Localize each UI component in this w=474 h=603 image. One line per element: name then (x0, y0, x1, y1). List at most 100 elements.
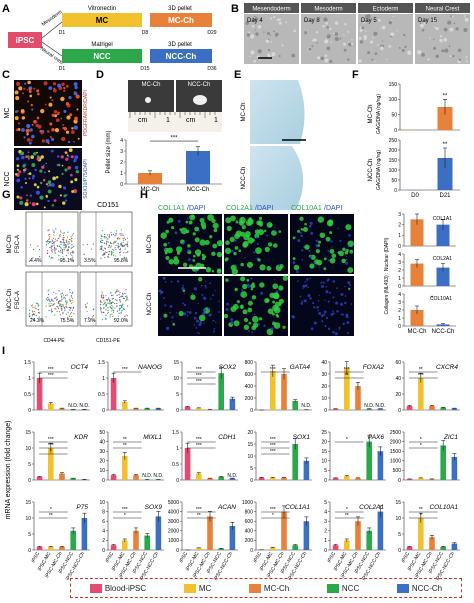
event-dot (127, 241, 129, 243)
event-dot (123, 308, 125, 311)
nucleus-signal (347, 245, 350, 247)
collagen-signal (234, 287, 238, 292)
nucleus-signal (159, 293, 161, 295)
bar (366, 441, 372, 480)
event-dot (92, 316, 94, 318)
x-tick-label: MC-Ch (408, 329, 427, 335)
cell-speck (365, 14, 369, 19)
y-tick-label: 0 (324, 478, 327, 484)
event-dot (105, 309, 107, 311)
collagen-signal (292, 257, 296, 261)
vitronectin-label: Vitronectin (88, 6, 116, 12)
event-dot (38, 319, 40, 321)
collagen-signal (317, 216, 325, 223)
h-row1: MC-Ch (147, 235, 153, 254)
mc-cell (17, 122, 21, 125)
bar (36, 546, 43, 550)
bar (122, 402, 128, 410)
bar (196, 548, 202, 550)
collagen-signal (329, 248, 335, 254)
panel-i-label: I (2, 345, 5, 357)
y-tick-label: 3 (324, 519, 327, 525)
cell-speck (374, 61, 376, 63)
y-tick-label: 50 (391, 112, 397, 118)
mc-cell (27, 100, 30, 103)
nucleus-signal (160, 290, 164, 294)
event-dot (100, 300, 102, 302)
collagen-signal (198, 314, 206, 322)
ncc-cell (21, 155, 25, 160)
mc-cell (26, 88, 29, 91)
mc-cell (51, 99, 54, 102)
event-dot (46, 241, 48, 243)
nucleus-signal (244, 256, 246, 259)
nucleus-signal (273, 278, 276, 281)
collagen-signal (205, 266, 212, 273)
legend-swatch (183, 583, 196, 593)
event-dot (67, 252, 69, 254)
event-dot (100, 306, 102, 309)
collagen-signal (349, 249, 354, 254)
nucleus-signal (193, 324, 196, 326)
mc-cell (66, 115, 71, 120)
nucleus-signal (213, 328, 216, 330)
nucleus-signal (313, 321, 317, 325)
event-dot (38, 248, 40, 251)
collagen-signal (275, 264, 283, 272)
sig-mark: *** (170, 136, 178, 142)
event-dot (31, 304, 34, 306)
y-tick-label: 40 (99, 439, 105, 445)
y-tick-label: 0 (250, 408, 253, 414)
collagen-signal (267, 308, 274, 315)
nucleus-signal (234, 239, 237, 242)
collagen-signal (325, 236, 331, 242)
event-dot (58, 301, 60, 303)
nucleus-signal (281, 264, 284, 267)
event-dot (126, 305, 129, 307)
nucleus-signal (260, 291, 264, 295)
phase-header-bg (301, 3, 356, 13)
cell-speck (358, 37, 362, 40)
event-dot (71, 254, 73, 256)
cell-speck (257, 25, 262, 29)
nucleus-signal (187, 248, 191, 252)
event-dot (49, 233, 51, 236)
y-tick-label: 30 (321, 372, 327, 378)
cell-speck (369, 40, 374, 44)
event-dot (59, 235, 61, 237)
nucleus-signal (230, 249, 234, 253)
panel-f: F MC-Ch GAG/DNA (ng/ng) NCC-Ch GAG/DNA (… (352, 69, 460, 199)
mc-cell (30, 139, 33, 142)
event-dot (62, 311, 64, 313)
nucleus-signal (345, 255, 348, 258)
collagen-signal (225, 278, 229, 282)
event-dot (124, 244, 126, 246)
panel-g-label: G (2, 189, 11, 201)
event-dot (67, 316, 69, 318)
y-tick-label: 15 (247, 442, 253, 448)
legend-swatch (396, 583, 409, 593)
bar (70, 478, 76, 480)
nucleus-signal (318, 311, 322, 316)
event-dot (57, 306, 59, 308)
y-tick-label: 0.5 (24, 392, 31, 398)
event-dot (33, 313, 35, 315)
d1a: D1 (59, 30, 66, 36)
event-dot (29, 316, 31, 318)
collagen-signal (300, 228, 304, 231)
event-dot (65, 239, 67, 241)
event-dot (110, 245, 112, 247)
y-tick-label: 4 (102, 529, 105, 535)
event-dot (35, 314, 37, 317)
nucleus-signal (215, 321, 217, 323)
cell-speck (308, 47, 312, 51)
event-dot (59, 240, 62, 243)
ncc-cell (58, 184, 62, 189)
mc-cell (46, 130, 50, 133)
collagen-signal (240, 231, 246, 237)
event-dot (108, 234, 110, 236)
ncc-cell (29, 202, 32, 204)
y-tick-label: 200 (245, 538, 254, 544)
